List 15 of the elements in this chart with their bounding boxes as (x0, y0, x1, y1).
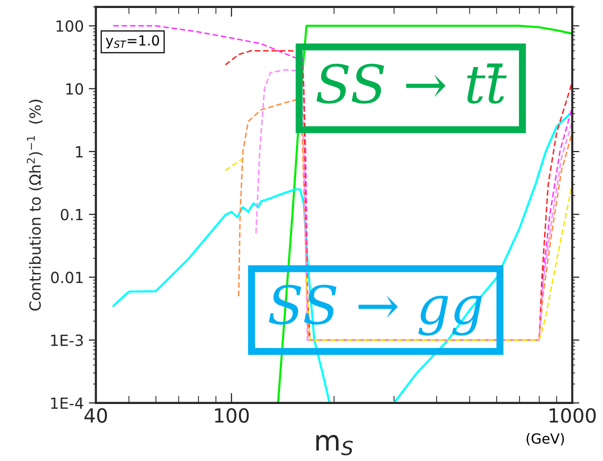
y-axis-title: Contribution to (Ωh$^{2}$)$^{−1}$ (%) (26, 100, 43, 311)
y-tick-label: 1 (76, 146, 83, 158)
y-tick-label: 1E-3 (51, 334, 83, 346)
text: (GeV) (526, 433, 564, 446)
x-tick-label: 40 (84, 408, 107, 423)
x-tick-label: 100 (215, 408, 249, 423)
y-tick-label: 0.01 (51, 272, 83, 284)
annotation: y$_{ST}$=1.0 (106, 35, 160, 48)
y-tick-label: 100 (56, 20, 84, 32)
x-tick-label: 1000 (550, 408, 596, 423)
x-axis-title: m$_{S}$ (316, 434, 353, 456)
y-tick-label: 10 (66, 83, 84, 95)
y-tick-label: 1E-4 (51, 398, 84, 409)
y-tick-label: 0.1 (60, 208, 83, 220)
annotation: SS → tt̄ (316, 64, 507, 104)
